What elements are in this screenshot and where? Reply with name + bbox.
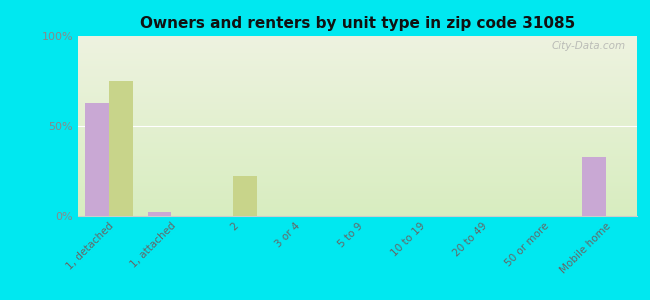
- Text: City-Data.com: City-Data.com: [552, 41, 626, 51]
- Bar: [148, 212, 171, 216]
- Bar: [582, 157, 606, 216]
- Bar: [85, 103, 109, 216]
- Title: Owners and renters by unit type in zip code 31085: Owners and renters by unit type in zip c…: [140, 16, 575, 31]
- Bar: [109, 81, 133, 216]
- Bar: [233, 176, 257, 216]
